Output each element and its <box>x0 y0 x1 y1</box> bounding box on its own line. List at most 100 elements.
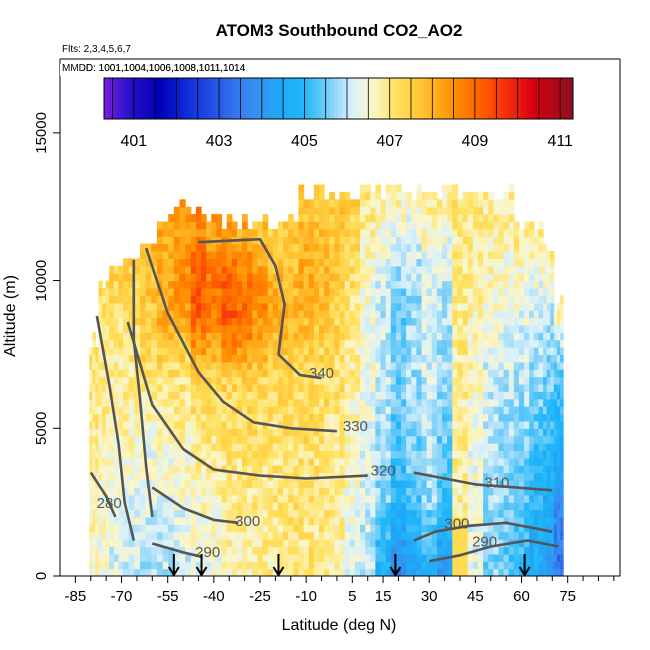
heat-cell <box>308 214 315 223</box>
heat-cell <box>318 546 325 555</box>
heat-cell <box>457 295 464 304</box>
colorbar-cell <box>543 78 548 119</box>
heat-cell <box>467 502 474 511</box>
heat-cell <box>401 391 407 400</box>
heat-cell <box>431 236 438 245</box>
colorbar: 401 403 405 407 409 411 <box>103 77 574 150</box>
heat-cell <box>190 324 197 333</box>
heat-cell <box>308 273 315 282</box>
heat-cell <box>324 376 330 385</box>
colorbar-cell <box>317 78 322 119</box>
heat-cell <box>421 472 428 481</box>
heat-cell <box>339 347 346 356</box>
heat-cell <box>272 273 279 282</box>
heat-cell <box>401 339 407 348</box>
heat-cell <box>416 347 423 356</box>
heat-cell <box>313 516 320 525</box>
heat-cell <box>179 265 186 274</box>
heat-cell <box>344 236 351 245</box>
heat-cell <box>483 531 489 540</box>
heat-cell <box>201 502 207 511</box>
heat-cell <box>257 465 264 474</box>
heat-cell <box>380 472 387 481</box>
heat-cell <box>89 420 93 429</box>
heat-cell <box>546 347 551 356</box>
heat-cell <box>226 228 233 237</box>
heat-cell <box>467 265 474 274</box>
heat-cell <box>508 265 515 274</box>
heat-cell <box>503 332 510 341</box>
heat-cell <box>151 310 158 319</box>
heat-cell <box>467 339 474 348</box>
heat-cell <box>247 391 253 400</box>
heat-cell <box>95 546 100 555</box>
heat-cell <box>390 553 397 562</box>
heat-cell <box>95 465 100 474</box>
heat-cell <box>308 361 315 370</box>
heat-cell <box>318 354 325 363</box>
heat-cell <box>324 502 330 511</box>
heat-cell <box>365 539 371 548</box>
heat-cell <box>277 369 284 378</box>
heat-cell <box>201 251 207 260</box>
heat-cell <box>426 465 433 474</box>
heat-cell <box>524 258 530 267</box>
heat-cell <box>406 295 412 304</box>
heat-cell <box>318 258 325 267</box>
heat-cell <box>472 199 479 208</box>
heat-cell <box>293 516 300 525</box>
heat-cell <box>179 539 186 548</box>
heat-cell <box>257 494 264 503</box>
heat-cell <box>162 406 169 415</box>
heat-cell <box>334 339 341 348</box>
heat-cell <box>272 479 279 488</box>
heat-cell <box>293 287 300 296</box>
heat-cell <box>360 428 366 437</box>
heat-cell <box>529 383 535 392</box>
heat-cell <box>89 568 93 576</box>
colorbar-cell <box>202 78 207 119</box>
heat-cell <box>216 546 223 555</box>
heat-cell <box>118 347 124 356</box>
heat-cell <box>267 324 274 333</box>
heat-cell <box>538 398 544 407</box>
heat-cell <box>102 479 107 488</box>
heat-cell <box>334 280 341 289</box>
heat-cell <box>109 546 115 555</box>
heat-cell <box>324 546 330 555</box>
heat-cell <box>462 221 469 230</box>
heat-cell <box>318 273 325 282</box>
heat-cell <box>395 287 402 296</box>
heat-cell <box>221 502 228 511</box>
heat-cell <box>416 228 423 237</box>
heat-cell <box>452 479 459 488</box>
heat-cell <box>560 435 564 444</box>
heat-cell <box>262 406 269 415</box>
heat-cell <box>421 236 428 245</box>
heat-cell <box>313 361 320 370</box>
heat-cell <box>416 258 423 267</box>
heat-cell <box>447 280 453 289</box>
heat-cell <box>252 435 259 444</box>
heat-cell <box>518 516 525 525</box>
heat-cell <box>308 317 315 326</box>
heat-cell <box>288 509 294 518</box>
heat-cell <box>385 413 392 422</box>
heat-cell <box>272 553 279 562</box>
heat-cell <box>113 494 120 503</box>
heat-cell <box>538 450 544 459</box>
heat-cell <box>303 221 310 230</box>
heat-cell <box>303 479 310 488</box>
heat-cell <box>385 443 392 452</box>
heat-cell <box>436 251 443 260</box>
heat-cell <box>324 228 330 237</box>
heat-cell <box>313 199 320 208</box>
heat-cell <box>529 406 535 415</box>
heat-cell <box>298 310 305 319</box>
heat-cell <box>354 369 361 378</box>
heat-cell <box>334 287 341 296</box>
heat-cell <box>324 524 330 533</box>
heat-cell <box>324 539 330 548</box>
heat-cell <box>380 376 387 385</box>
heat-cell <box>190 376 197 385</box>
